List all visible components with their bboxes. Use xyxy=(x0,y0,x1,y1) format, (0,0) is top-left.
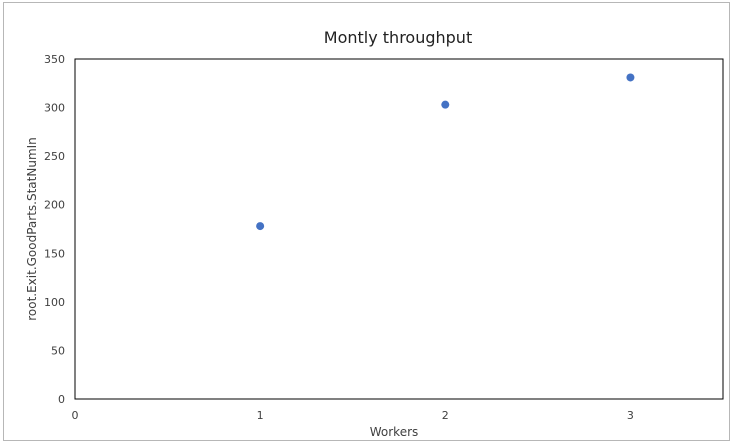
plot-area xyxy=(74,58,724,400)
y-tick-label: 300 xyxy=(44,102,65,115)
y-tick-label: 100 xyxy=(44,296,65,309)
y-axis-ticks: 0 50 100 150 200 250 300 350 xyxy=(44,53,65,406)
y-axis-label: root.Exit.GoodParts.StatNumIn xyxy=(25,137,39,321)
y-tick-label: 200 xyxy=(44,199,65,212)
x-tick-label: 1 xyxy=(257,409,264,422)
data-point xyxy=(441,100,450,109)
y-tick-label: 50 xyxy=(51,344,65,357)
x-axis-label: Workers xyxy=(370,425,419,439)
data-point xyxy=(256,222,265,231)
x-tick-label: 3 xyxy=(627,409,634,422)
data-points xyxy=(256,73,635,231)
y-tick-label: 150 xyxy=(44,247,65,260)
y-tick-label: 350 xyxy=(44,53,65,66)
x-tick-label: 2 xyxy=(442,409,449,422)
x-axis-ticks: 0 1 2 3 xyxy=(72,409,634,422)
chart-title: Montly throughput xyxy=(324,28,472,47)
y-tick-label: 250 xyxy=(44,150,65,163)
y-tick-label: 0 xyxy=(58,393,65,406)
x-tick-label: 0 xyxy=(72,409,79,422)
data-point xyxy=(626,73,635,82)
